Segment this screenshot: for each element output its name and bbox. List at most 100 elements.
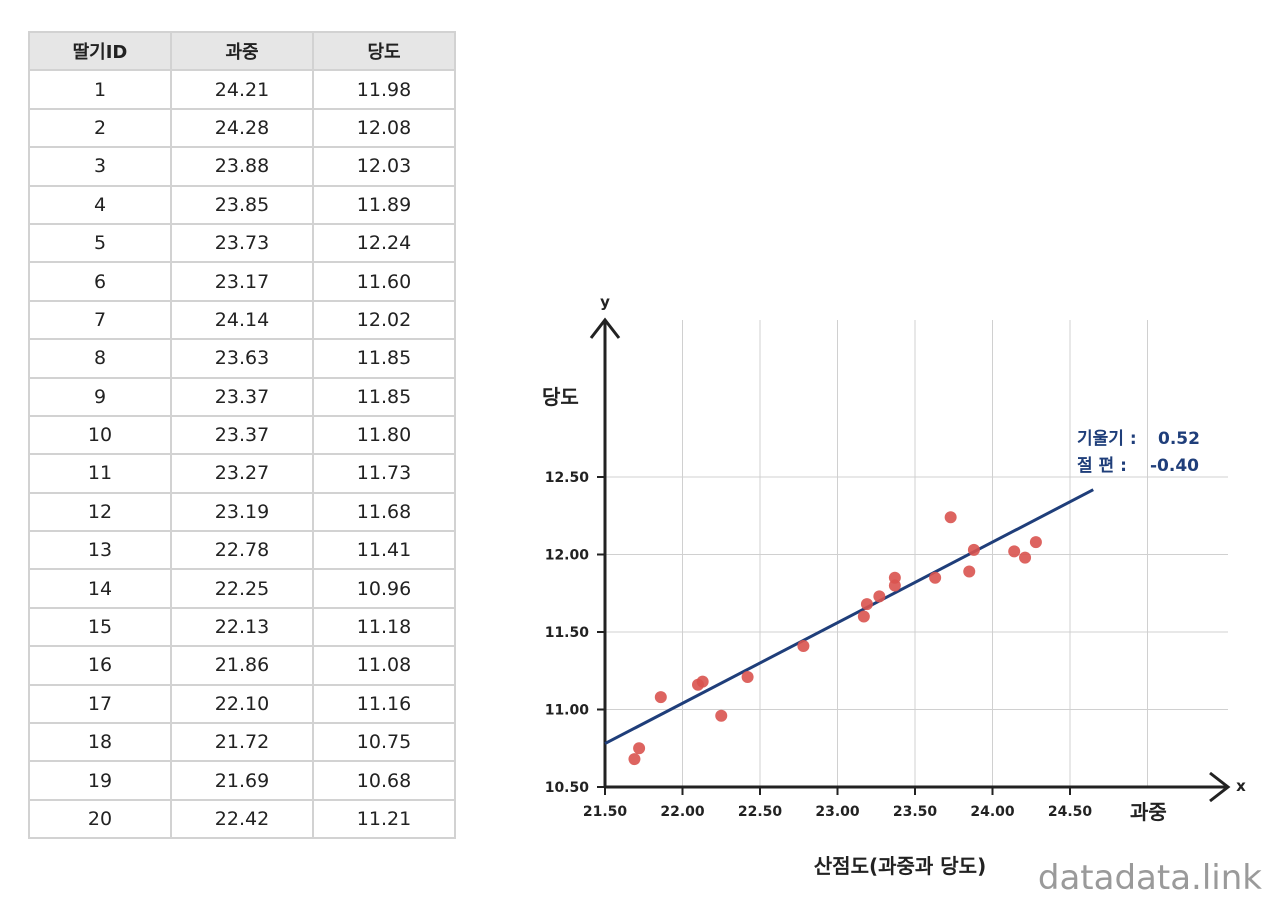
data-point bbox=[873, 590, 886, 603]
cell-strawberry-id: 12 bbox=[28, 491, 172, 533]
chart-axes bbox=[589, 317, 1231, 803]
chart-grid bbox=[605, 320, 1228, 787]
cell-sugar: 11.85 bbox=[312, 376, 456, 417]
table-row: 14 22.25 10.96 bbox=[28, 568, 456, 609]
cell-weight: 23.27 bbox=[170, 453, 314, 494]
cell-sugar: 11.60 bbox=[312, 261, 456, 302]
intercept-label: 절 편 : bbox=[1077, 455, 1127, 476]
cell-weight: 24.14 bbox=[170, 299, 314, 341]
cell-sugar: 11.89 bbox=[312, 184, 456, 225]
y-axis-letter: y bbox=[600, 293, 610, 311]
x-axis-letter: x bbox=[1236, 777, 1246, 795]
x-tick-label: 23.50 bbox=[893, 804, 938, 820]
y-axis-label: 당도 bbox=[542, 385, 579, 409]
cell-weight: 24.21 bbox=[170, 69, 314, 110]
data-points bbox=[628, 511, 1042, 766]
table-row: 10 23.37 11.80 bbox=[28, 414, 456, 456]
data-point bbox=[692, 678, 704, 691]
cell-weight: 22.25 bbox=[170, 568, 314, 609]
slope-value: 0.52 bbox=[1158, 429, 1200, 449]
table-row: 2 24.28 12.08 bbox=[28, 107, 456, 149]
cell-weight: 21.86 bbox=[170, 645, 314, 686]
cell-sugar: 10.75 bbox=[312, 722, 456, 763]
data-point bbox=[1019, 551, 1032, 564]
cell-strawberry-id: 3 bbox=[28, 146, 172, 187]
cell-strawberry-id: 13 bbox=[28, 530, 172, 571]
cell-strawberry-id: 8 bbox=[28, 338, 172, 379]
cell-strawberry-id: 17 bbox=[28, 683, 172, 725]
cell-weight: 23.19 bbox=[170, 491, 314, 533]
data-point bbox=[633, 742, 646, 755]
data-point bbox=[944, 511, 957, 524]
table-row: 3 23.88 12.03 bbox=[28, 146, 456, 187]
data-point bbox=[741, 670, 754, 683]
cell-weight: 23.37 bbox=[170, 376, 314, 417]
cell-weight: 23.73 bbox=[170, 222, 314, 264]
regression-line bbox=[604, 488, 1094, 745]
cell-sugar: 12.08 bbox=[312, 107, 456, 149]
x-tick-label: 24.50 bbox=[1048, 804, 1093, 820]
table-row: 15 22.13 11.18 bbox=[28, 606, 456, 648]
cell-weight: 22.42 bbox=[170, 798, 314, 840]
cell-sugar: 11.18 bbox=[312, 606, 456, 648]
table-row: 8 23.63 11.85 bbox=[28, 338, 456, 379]
cell-weight: 21.69 bbox=[170, 760, 314, 801]
table-row: 5 23.73 12.24 bbox=[28, 222, 456, 264]
cell-strawberry-id: 20 bbox=[28, 798, 172, 840]
cell-strawberry-id: 11 bbox=[28, 453, 172, 494]
cell-strawberry-id: 10 bbox=[28, 414, 172, 456]
cell-strawberry-id: 14 bbox=[28, 568, 172, 609]
cell-strawberry-id: 7 bbox=[28, 299, 172, 341]
y-tick-label: 11.00 bbox=[545, 703, 590, 719]
data-point bbox=[715, 709, 728, 722]
table-row: 1 24.21 11.98 bbox=[28, 69, 456, 110]
cell-strawberry-id: 18 bbox=[28, 722, 172, 763]
cell-sugar: 12.24 bbox=[312, 222, 456, 264]
data-point bbox=[888, 579, 901, 592]
table-row: 9 23.37 11.85 bbox=[28, 376, 456, 417]
y-tick-label: 12.50 bbox=[545, 470, 590, 486]
cell-sugar: 10.68 bbox=[312, 760, 456, 801]
cell-sugar: 11.68 bbox=[312, 491, 456, 533]
cell-sugar: 11.08 bbox=[312, 645, 456, 686]
cell-sugar: 12.03 bbox=[312, 146, 456, 187]
cell-sugar: 10.96 bbox=[312, 568, 456, 609]
cell-strawberry-id: 16 bbox=[28, 645, 172, 686]
cell-strawberry-id: 2 bbox=[28, 107, 172, 149]
table-row: 16 21.86 11.08 bbox=[28, 645, 456, 686]
x-axis-arrow bbox=[1209, 771, 1231, 803]
data-point bbox=[963, 565, 976, 578]
data-point bbox=[929, 571, 942, 584]
data-point bbox=[628, 753, 641, 766]
regression-layer bbox=[604, 488, 1094, 745]
cell-sugar: 11.80 bbox=[312, 414, 456, 456]
data-point bbox=[797, 639, 810, 652]
cell-sugar: 11.16 bbox=[312, 683, 456, 725]
watermark: datadata.link bbox=[1038, 858, 1262, 898]
cell-weight: 22.78 bbox=[170, 530, 314, 571]
table-row: 18 21.72 10.75 bbox=[28, 722, 456, 763]
table-body: 1 24.21 11.98 2 24.28 12.08 3 23.88 12.03 4 23.85 1… bbox=[28, 69, 456, 840]
cell-strawberry-id: 9 bbox=[28, 376, 172, 417]
x-axis-label: 과중 bbox=[1130, 800, 1167, 824]
table-row: 6 23.17 11.60 bbox=[28, 261, 456, 302]
cell-sugar: 11.85 bbox=[312, 338, 456, 379]
cell-weight: 23.63 bbox=[170, 338, 314, 379]
x-tick-label: 23.00 bbox=[815, 804, 860, 820]
data-point bbox=[857, 610, 870, 623]
cell-weight: 21.72 bbox=[170, 722, 314, 763]
data-point bbox=[860, 598, 873, 611]
y-tick-label: 10.50 bbox=[545, 780, 590, 796]
cell-strawberry-id: 1 bbox=[28, 69, 172, 110]
y-tick-label: 12.00 bbox=[545, 548, 590, 564]
cell-weight: 23.37 bbox=[170, 414, 314, 456]
table-row: 19 21.69 10.68 bbox=[28, 760, 456, 801]
cell-weight: 22.10 bbox=[170, 683, 314, 725]
slope-label: 기울기 : bbox=[1077, 429, 1137, 449]
data-table: 딸기ID 과중 당도 1 24.21 11.98 2 24.28 12.08 3 23.88 1… bbox=[28, 30, 456, 840]
table-row: 4 23.85 11.89 bbox=[28, 184, 456, 225]
table-row: 13 22.78 11.41 bbox=[28, 530, 456, 571]
intercept-value: -0.40 bbox=[1150, 456, 1199, 476]
x-tick-label: 22.00 bbox=[660, 804, 705, 820]
cell-weight: 23.17 bbox=[170, 261, 314, 302]
